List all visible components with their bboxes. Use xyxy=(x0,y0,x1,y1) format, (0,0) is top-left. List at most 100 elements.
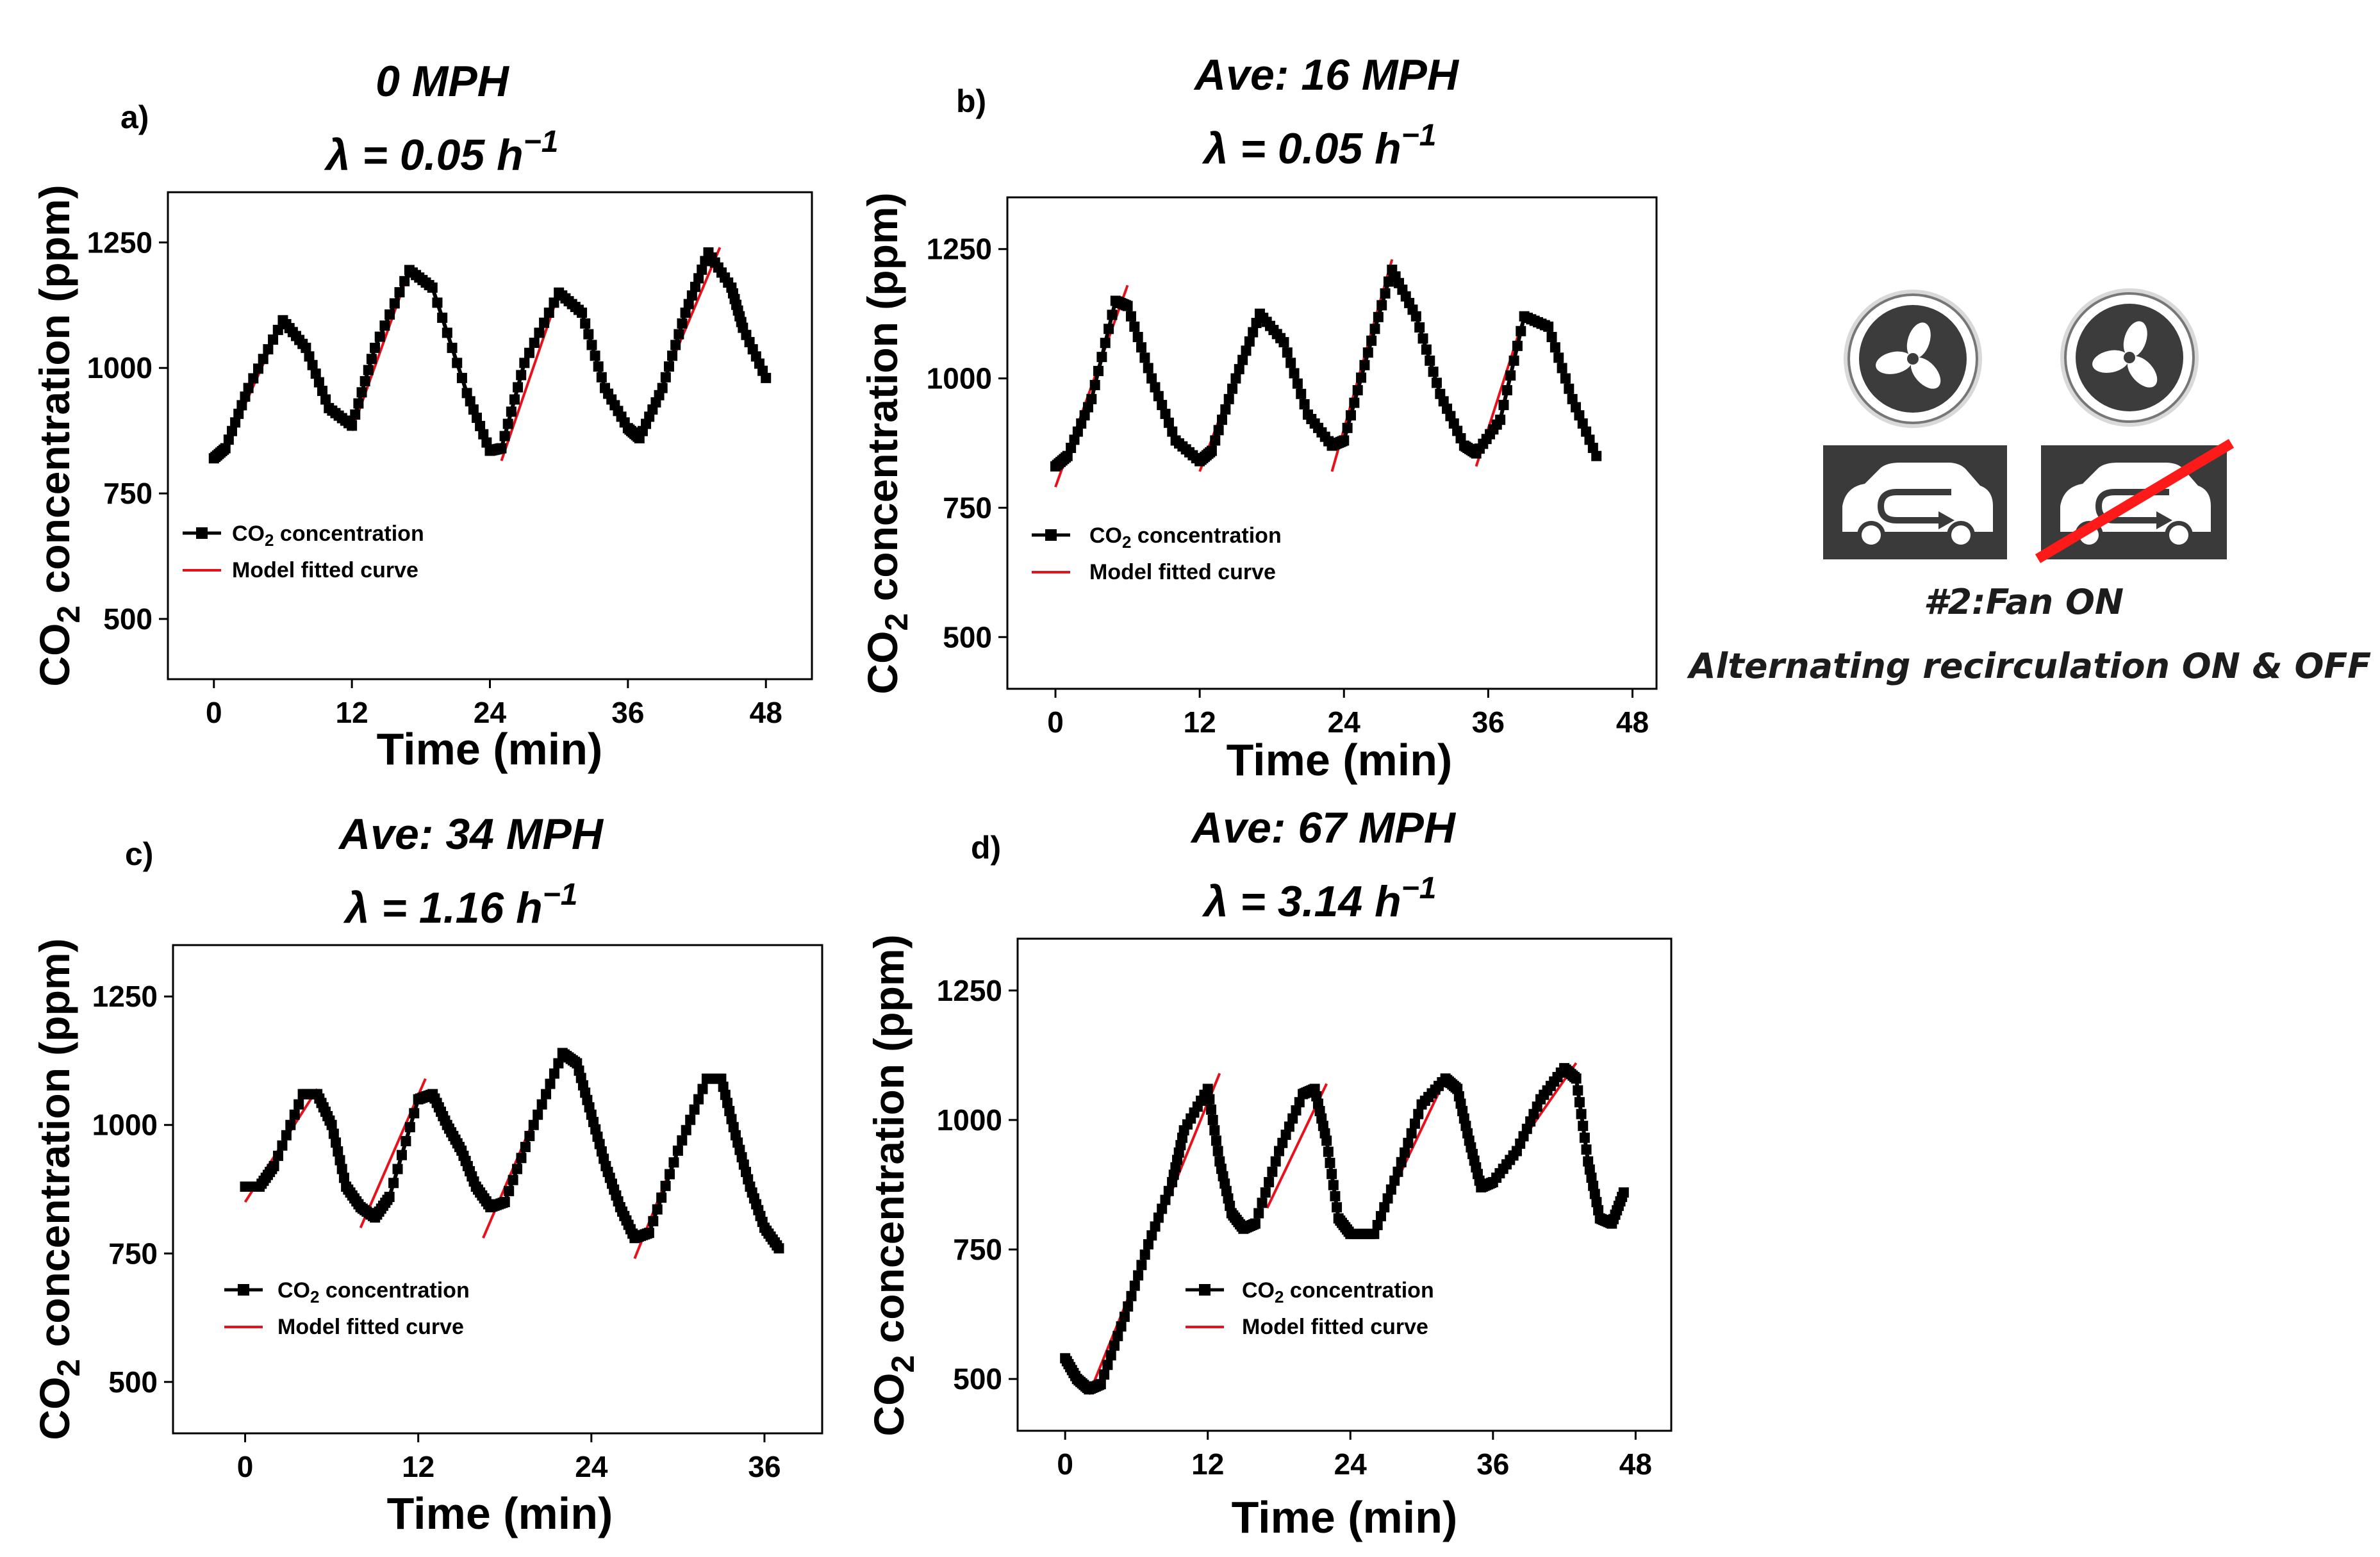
co2-point xyxy=(1291,1105,1302,1116)
co2-point xyxy=(1571,1073,1582,1084)
co2-point xyxy=(268,334,279,345)
co2-point xyxy=(726,1114,737,1124)
panel-a-co2-series xyxy=(208,247,772,464)
co2-point xyxy=(1431,377,1442,388)
co2-point xyxy=(243,383,254,393)
co2-point xyxy=(720,1089,731,1100)
co2-point xyxy=(1237,354,1248,365)
co2-point xyxy=(1163,1185,1174,1196)
co2-point xyxy=(1126,1290,1137,1301)
co2-line xyxy=(212,251,768,460)
co2-point xyxy=(447,342,458,353)
x-tick-label: 36 xyxy=(611,696,644,729)
co2-point xyxy=(513,382,524,393)
co2-point xyxy=(1589,1189,1600,1199)
x-tick-label: 0 xyxy=(1047,705,1064,739)
panel-d-legend: CO2 concentration Model fitted curve xyxy=(1186,1278,1434,1339)
panel-c-legend: CO2 concentration Model fitted curve xyxy=(224,1278,470,1339)
co2-point xyxy=(1257,1198,1268,1208)
co2-point xyxy=(461,388,472,399)
y-tick-label: 1250 xyxy=(927,233,992,266)
panel-a-legend-co2: CO2 concentration xyxy=(232,522,424,550)
co2-point xyxy=(1564,383,1574,394)
co2-point xyxy=(508,1174,518,1185)
co2-point xyxy=(534,327,545,338)
co2-point xyxy=(1425,355,1435,366)
co2-point xyxy=(697,264,707,275)
panel-a-legend-model: Model fitted curve xyxy=(232,558,418,582)
co2-point xyxy=(718,1082,729,1092)
co2-point xyxy=(366,354,377,365)
co2-point xyxy=(1264,1176,1275,1187)
co2-point xyxy=(1574,410,1585,421)
co2-point xyxy=(1567,393,1578,404)
y-tick-label: 1250 xyxy=(937,974,1002,1007)
co2-point xyxy=(1285,358,1296,368)
co2-point xyxy=(313,377,324,388)
co2-point xyxy=(1267,1166,1278,1177)
co2-point xyxy=(545,1078,556,1089)
co2-point xyxy=(580,318,591,329)
co2-point xyxy=(643,1228,654,1239)
co2-point xyxy=(1274,1146,1284,1157)
co2-point xyxy=(1223,393,1234,404)
co2-point xyxy=(1086,393,1097,404)
co2-point xyxy=(1206,445,1217,456)
co2-point xyxy=(1146,1230,1157,1241)
co2-point xyxy=(549,1068,559,1079)
co2-point xyxy=(1204,1094,1215,1105)
co2-point xyxy=(648,1215,659,1226)
co2-point xyxy=(370,342,381,353)
panel-c-model-curve xyxy=(244,1052,708,1260)
co2-point xyxy=(773,1243,784,1254)
co2-point xyxy=(1574,1097,1585,1108)
co2-point xyxy=(1129,321,1140,332)
co2-point xyxy=(1421,344,1432,355)
co2-point xyxy=(388,1178,399,1189)
x-tick-label: 12 xyxy=(1191,1447,1224,1481)
panel-b-title: Ave: 16 MPH xyxy=(1193,51,1460,99)
co2-point xyxy=(233,408,244,419)
co2-point xyxy=(1576,1108,1587,1119)
co2-point xyxy=(1362,347,1373,358)
panel-a-x-axis-title: Time (min) xyxy=(377,724,603,774)
co2-point xyxy=(1112,1331,1123,1342)
co2-point xyxy=(468,404,479,415)
co2-point xyxy=(1330,1190,1341,1201)
panel-b-label: b) xyxy=(956,83,986,119)
co2-point xyxy=(1385,1184,1396,1195)
co2-point xyxy=(1379,1202,1390,1213)
co2-point xyxy=(356,387,367,398)
co2-point xyxy=(577,308,588,318)
co2-point xyxy=(1157,1203,1168,1214)
panel-b-legend-model: Model fitted curve xyxy=(1089,560,1276,584)
panel-a-lambda: λ = 0.05 h−1 xyxy=(324,125,559,179)
co2-point xyxy=(1099,1369,1110,1380)
panel-b-co2-series xyxy=(1050,265,1602,472)
y-tick-label: 750 xyxy=(943,491,992,524)
recirculation-on-icon xyxy=(1823,445,2007,559)
co2-point xyxy=(1332,1202,1343,1213)
co2-point xyxy=(1516,325,1526,336)
co2-point xyxy=(516,370,527,381)
co2-point xyxy=(1498,400,1509,411)
panel-b-legend: CO2 concentration Model fitted curve xyxy=(1032,523,1282,584)
y-tick-label: 500 xyxy=(943,620,992,654)
co2-point xyxy=(693,1094,704,1105)
co2-point xyxy=(1230,373,1241,384)
co2-point xyxy=(359,375,370,386)
co2-point xyxy=(1587,442,1598,453)
co2-point xyxy=(1100,338,1111,349)
x-tick-label: 36 xyxy=(1476,1447,1509,1481)
co2-point xyxy=(1109,1340,1120,1351)
co2-point xyxy=(722,1098,733,1108)
panel-d-plot-frame xyxy=(1016,937,1673,1432)
co2-point xyxy=(293,1099,304,1110)
co2-point xyxy=(663,361,674,372)
co2-point xyxy=(384,1192,395,1203)
co2-point xyxy=(496,443,507,454)
co2-point xyxy=(660,1180,671,1191)
co2-point xyxy=(1406,1128,1417,1139)
panel-d-legend-model: Model fitted curve xyxy=(1242,1315,1428,1339)
co2-point xyxy=(396,1149,407,1160)
